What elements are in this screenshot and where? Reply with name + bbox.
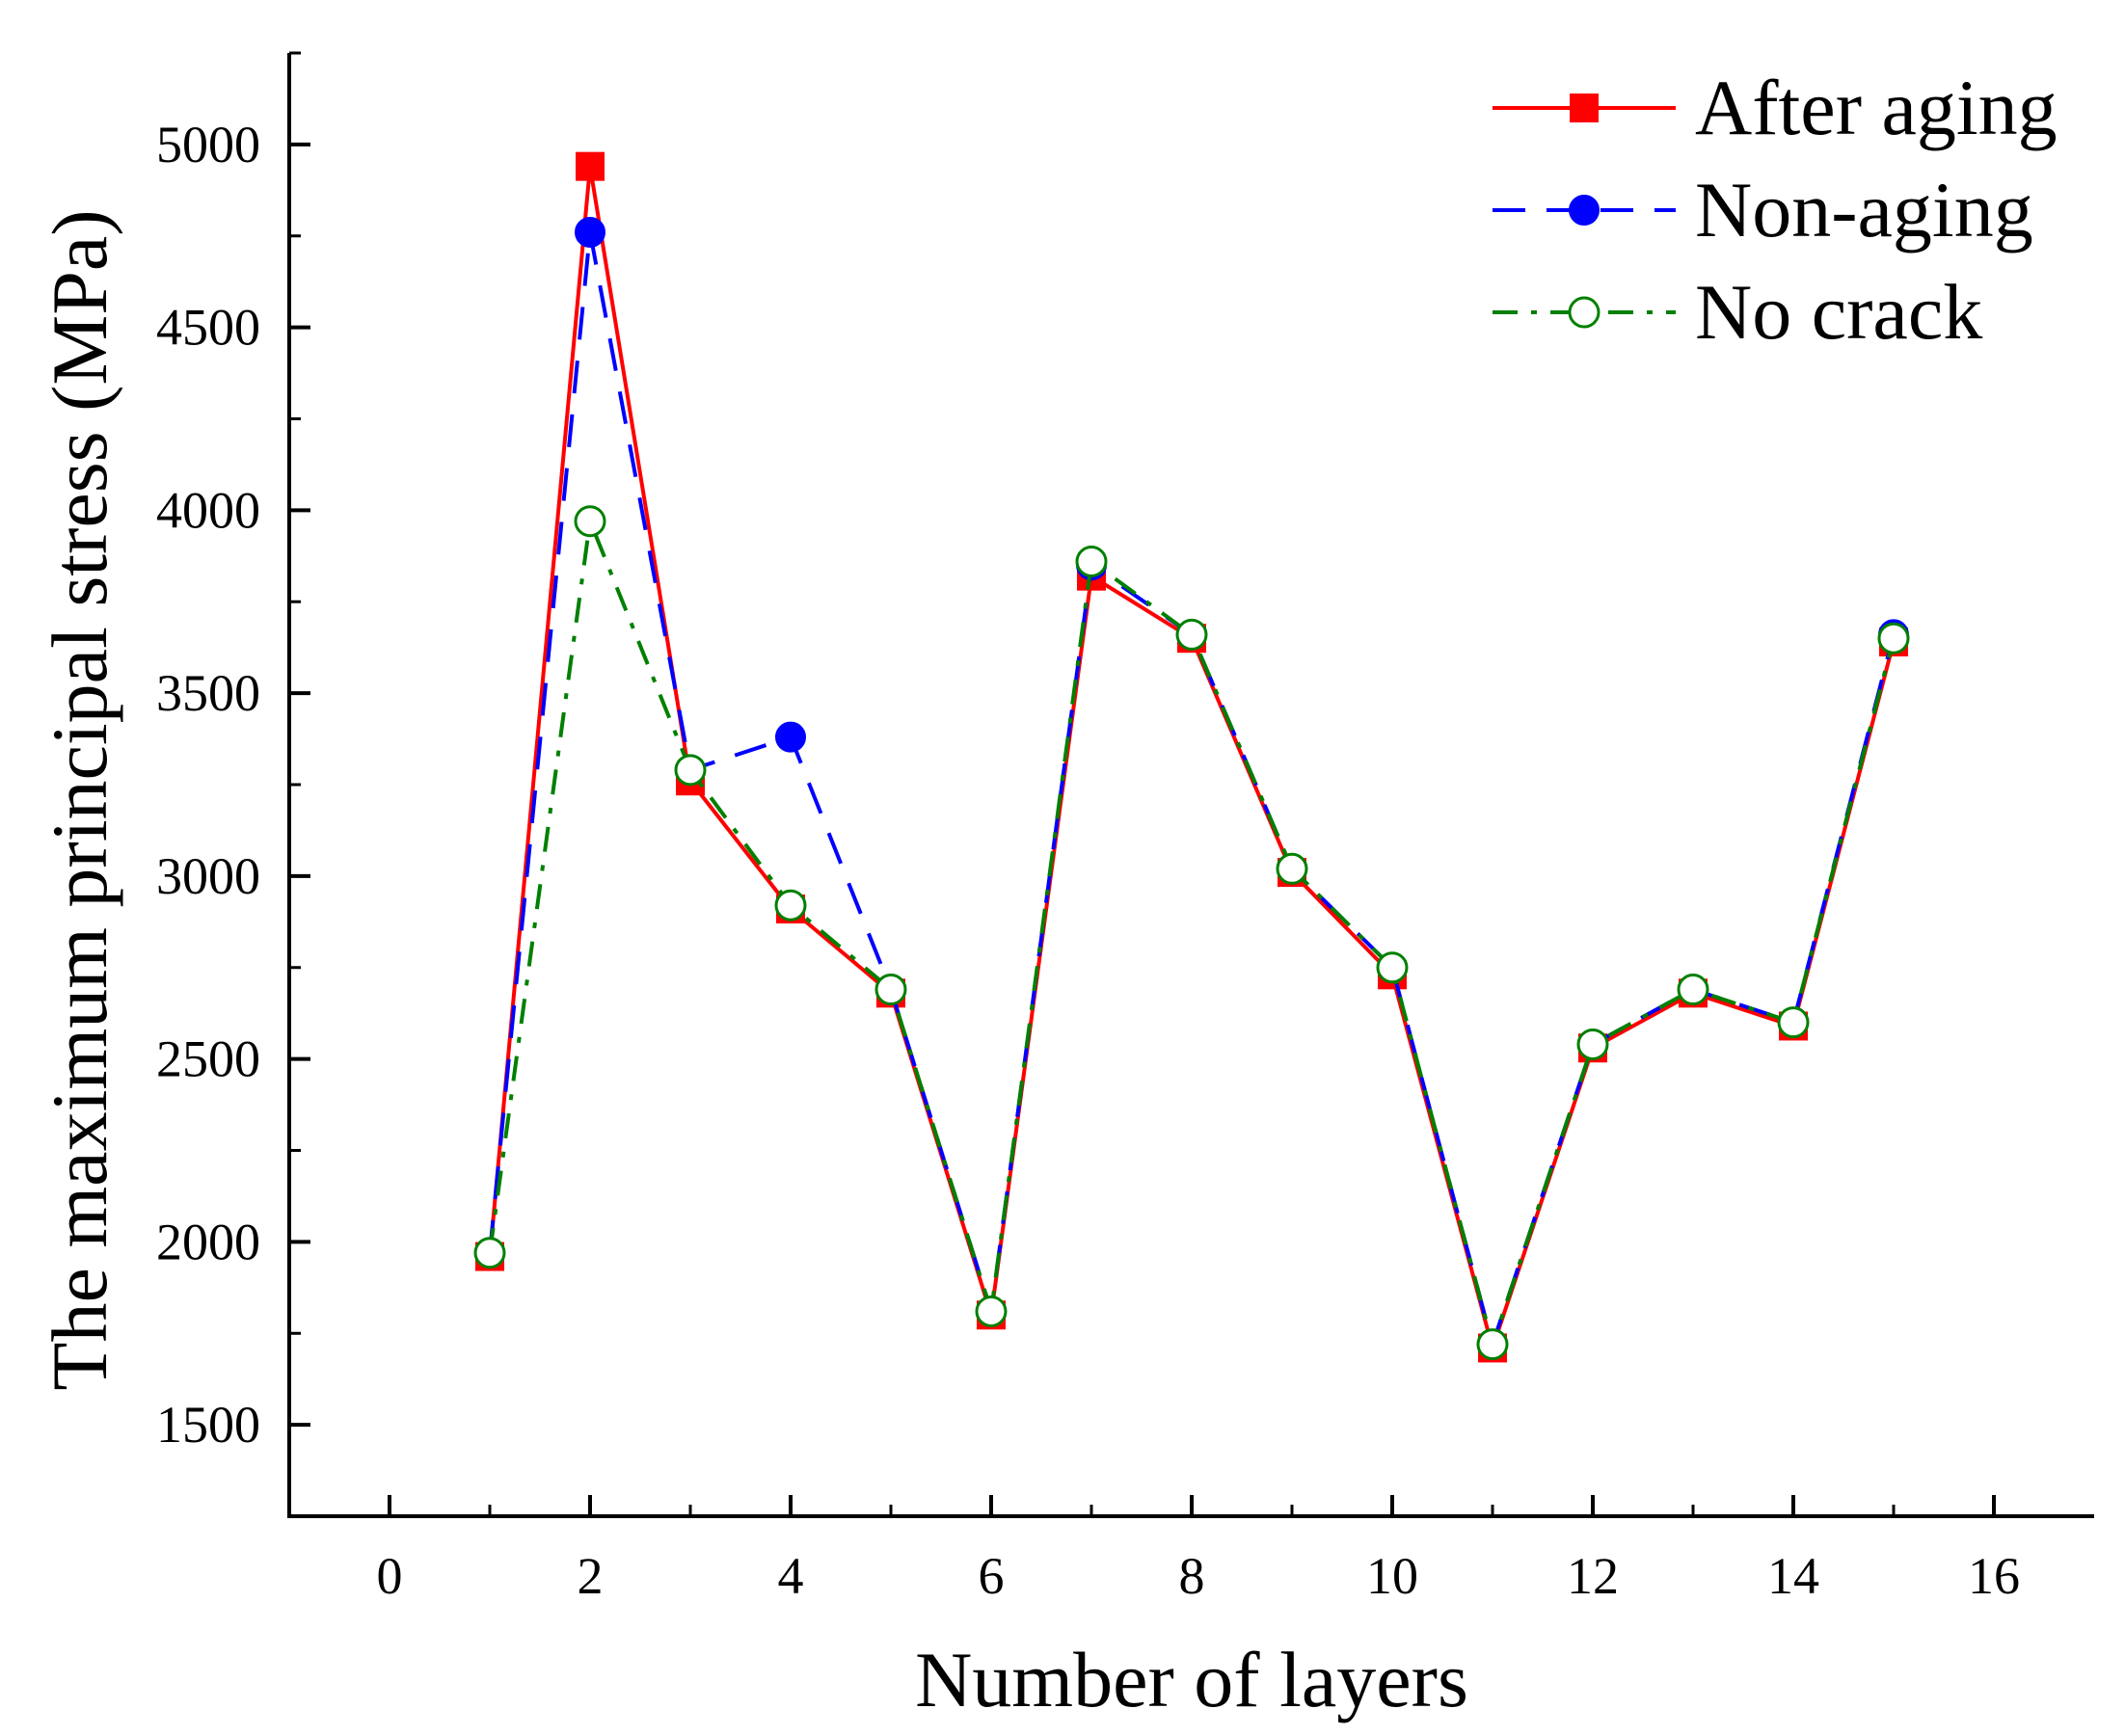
series-line [488,519,1896,1347]
legend-label: No crack [1695,268,1982,356]
data-point [975,1295,1008,1327]
data-point [775,721,806,753]
x-tick-label: 14 [1767,1547,1819,1605]
series-group [473,151,1910,1363]
y-axis-label: The maximum principal stress (MPa) [36,209,123,1390]
ticks: 0 2 4 6 8 10 12 14 16 1500 2000 2500 3000 3500 4000 450… [156,51,2020,1605]
legend-item: After aging [1493,64,2058,151]
y-tick-label: 2500 [156,1030,260,1088]
data-point [576,151,605,181]
y-tick-label: 3000 [156,847,260,905]
x-tick-label: 10 [1366,1547,1418,1605]
data-point [774,889,807,921]
y-tick-label: 2000 [156,1213,260,1270]
x-tick-label: 6 [979,1547,1005,1605]
x-tick-label: 12 [1567,1547,1619,1605]
y-tick-label: 4500 [156,299,260,357]
x-tick-label: 4 [778,1547,804,1605]
legend-item: No crack [1493,268,1982,356]
x-tick-label: 8 [1179,1547,1205,1605]
data-point [574,505,606,538]
data-point [1777,1006,1810,1039]
legend-label: Non-aging [1695,166,2033,254]
data-point [1376,951,1409,984]
y-tick-label: 1500 [156,1396,260,1454]
data-point [1175,618,1208,651]
data-point [1576,1028,1609,1060]
legend: After aging Non-aging No crack [1493,64,2058,356]
legend-marker [1568,296,1600,329]
data-point [1075,546,1108,578]
data-point [473,1237,506,1269]
legend-marker [1569,195,1600,226]
data-point [1476,1328,1509,1361]
x-tick-label: 16 [1968,1547,2020,1605]
y-tick-label: 5000 [156,116,260,174]
x-tick-label: 2 [578,1547,604,1605]
x-axis-label: Number of layers [915,1636,1468,1723]
y-tick-label: 4000 [156,481,260,539]
data-point [1877,622,1910,654]
y-tick-label: 3500 [156,664,260,722]
data-point [674,754,707,787]
data-point [1276,852,1308,885]
data-point [874,974,907,1006]
x-tick-label: 0 [377,1547,403,1605]
legend-label: After aging [1695,64,2058,151]
legend-item: Non-aging [1493,166,2033,254]
series-no-crack [473,505,1910,1361]
legend-marker [1570,93,1599,122]
series-line [488,164,1896,1350]
data-point [575,216,605,248]
data-point [1677,974,1709,1006]
